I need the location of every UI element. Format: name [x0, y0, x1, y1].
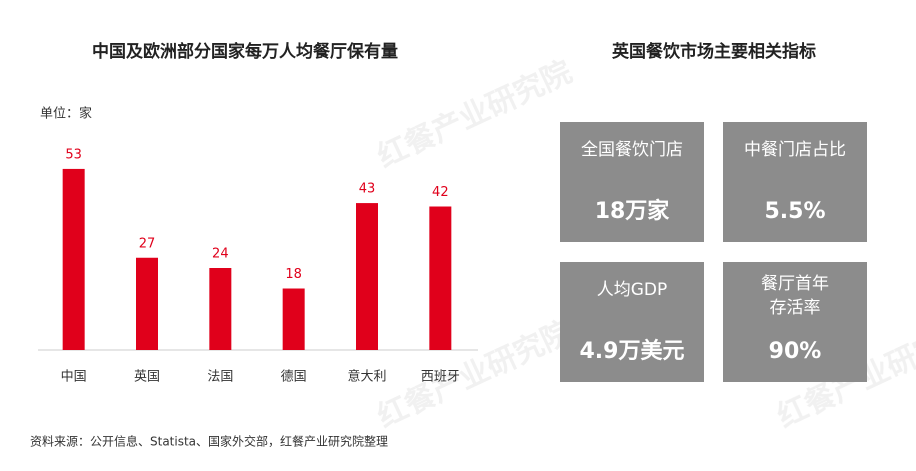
card [723, 122, 867, 242]
x-tick-label: 中国 [61, 370, 87, 385]
card-label: 餐厅首年 [761, 274, 829, 294]
source: 资料来源：公开信息、Statista、国家外交部，红餐产业研究院整理 [30, 434, 388, 449]
value-label: 27 [139, 236, 156, 251]
card-value: 4.9万美元 [580, 338, 685, 364]
card [560, 262, 704, 382]
watermark: 红餐产业研究院 [372, 54, 577, 174]
bar [209, 268, 232, 350]
card [560, 122, 704, 242]
x-tick-label: 西班牙 [421, 370, 460, 385]
chart-title: 中国及欧洲部分国家每万人均餐厅保有量 [92, 41, 398, 62]
unit-label: 单位：家 [40, 106, 92, 122]
card [723, 262, 867, 382]
panel-title: 英国餐饮市场主要相关指标 [612, 41, 816, 62]
card-value: 18万家 [595, 198, 671, 224]
value-label: 24 [212, 247, 229, 262]
watermark: 红餐产业研究院 [372, 314, 577, 434]
card-label: 存活率 [770, 298, 821, 318]
x-tick-label: 法国 [207, 370, 233, 385]
card-value: 5.5% [764, 199, 825, 224]
bar [62, 168, 85, 350]
value-label: 42 [432, 185, 449, 200]
x-tick-label: 英国 [134, 370, 160, 385]
x-tick-label: 德国 [281, 370, 307, 385]
bar [282, 288, 305, 350]
card-label: 全国餐饮门店 [581, 140, 683, 160]
value-label: 53 [65, 147, 82, 162]
bar [356, 203, 378, 350]
bar [429, 206, 452, 350]
value-label: 18 [285, 267, 302, 282]
bar [136, 257, 158, 350]
value-label: 43 [359, 182, 376, 197]
card-label: 人均GDP [597, 280, 668, 300]
card-value: 90% [769, 339, 822, 364]
card-label: 中餐门店占比 [744, 140, 846, 160]
x-tick-label: 意大利 [347, 369, 386, 385]
